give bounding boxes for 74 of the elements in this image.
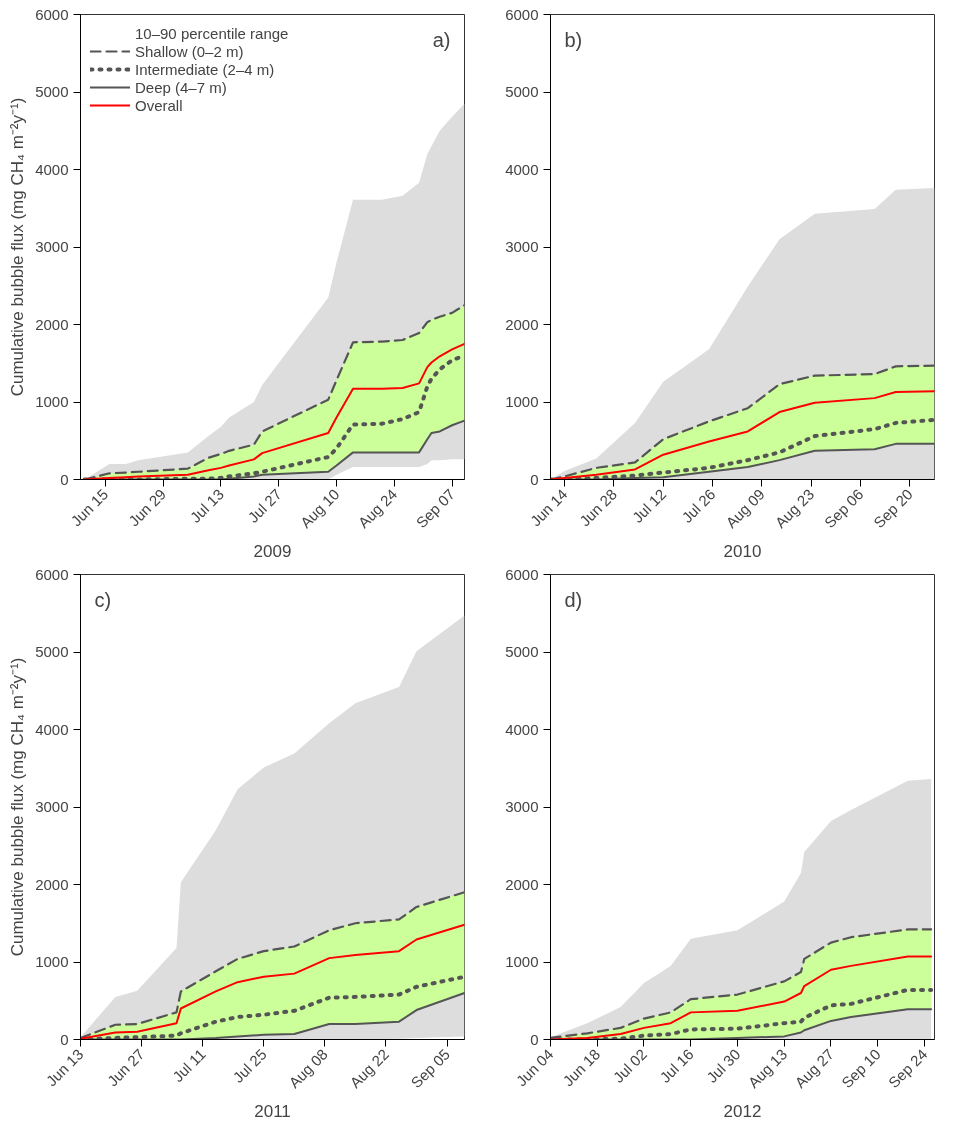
y-tick-label: 1000 [505,953,539,970]
x-tick-label: Aug 13 [744,1045,791,1092]
y-tick-label: 2000 [505,875,539,893]
x-tick-label: Aug 23 [771,485,818,532]
y-tick-label: 4000 [35,720,69,738]
y-tick-label: 6000 [505,5,539,23]
y-tick-label: 5000 [505,643,539,660]
y-tick-label: 5000 [35,643,69,660]
y-tick-label: 6000 [35,5,69,23]
y-tick-label: 0 [530,470,539,488]
x-tick-label: Jun 27 [103,1045,148,1090]
y-tick-label: 4000 [505,720,539,738]
y-tick-label: 0 [530,1030,539,1048]
x-axis-title: 2011 [254,1102,291,1122]
annotation: c) [94,588,112,611]
x-tick-label: Aug 10 [296,485,343,532]
legend-label: Intermediate (2–4 m) [135,60,275,78]
y-tick-label: 2000 [505,315,539,333]
x-tick-label: Aug 22 [346,1045,392,1092]
annotation: d) [564,588,583,611]
y-tick-label: 6000 [505,565,539,583]
y-tick-label: 1000 [35,953,69,970]
x-tick-label: Jun 13 [42,1045,87,1090]
x-tick-label: Jul 26 [678,485,719,526]
y-tick-label: 3000 [505,238,539,255]
x-tick-label: Jul 30 [703,1045,744,1086]
y-tick-label: 0 [60,1030,69,1048]
x-tick-label: Jul 12 [628,485,670,526]
x-tick-label: Jun 15 [67,485,112,530]
legend-label: Shallow (0–2 m) [135,42,244,60]
x-axis-title: 2009 [253,542,292,562]
legend-label: Deep (4–7 m) [135,78,227,96]
y-tick-label: 0 [60,470,69,488]
x-tick-label: Jul 27 [244,485,285,526]
x-tick-label: Jul 25 [229,1045,270,1086]
x-tick-label: Sep 10 [838,1045,884,1092]
x-tick-label: Sep 06 [820,485,867,532]
legend-label: Overall [135,96,183,114]
x-tick-label: Sep 20 [870,485,916,532]
x-tick-label: Jul 16 [656,1045,697,1086]
x-tick-label: Jun 04 [512,1045,557,1090]
y-axis-title: Cumulative bubble flux (mg CH₄ m⁻²y⁻¹) [8,657,28,957]
x-tick-label: Aug 08 [285,1045,331,1092]
x-tick-label: Aug 09 [722,485,768,532]
y-tick-label: 5000 [35,83,69,100]
y-tick-label: 2000 [35,875,69,893]
y-tick-label: 4000 [35,160,69,178]
y-tick-label: 2000 [35,315,69,333]
x-axis-title: 2010 [723,542,762,562]
x-tick-label: Sep 24 [884,1045,931,1092]
y-tick-label: 3000 [35,798,69,815]
y-tick-label: 1000 [505,393,539,410]
annotation: a) [432,28,451,51]
annotation: b) [564,28,583,51]
y-tick-label: 4000 [505,160,539,178]
x-tick-label: Jul 13 [186,485,227,526]
x-tick-label: Jun 28 [576,485,620,530]
x-tick-label: Aug 24 [354,485,401,532]
x-tick-label: Jun 29 [125,485,170,530]
y-axis-title: Cumulative bubble flux (mg CH₄ m⁻²y⁻¹) [8,97,28,397]
y-tick-label: 5000 [505,83,539,100]
y-tick-label: 3000 [35,238,69,255]
x-tick-label: Jun 18 [559,1045,604,1090]
x-tick-label: Jun 14 [526,485,571,530]
y-tick-label: 1000 [35,393,69,410]
x-tick-label: Jul 02 [609,1045,651,1086]
x-tick-label: Sep 07 [412,485,459,532]
x-tick-label: Sep 05 [407,1045,454,1092]
x-tick-label: Aug 27 [791,1045,837,1092]
x-axis-title: 2012 [723,1102,762,1122]
y-tick-label: 3000 [505,798,539,815]
y-tick-label: 6000 [35,565,69,583]
annotation: 10–90 percentile range [135,24,289,42]
x-tick-label: Jul 11 [169,1045,209,1086]
